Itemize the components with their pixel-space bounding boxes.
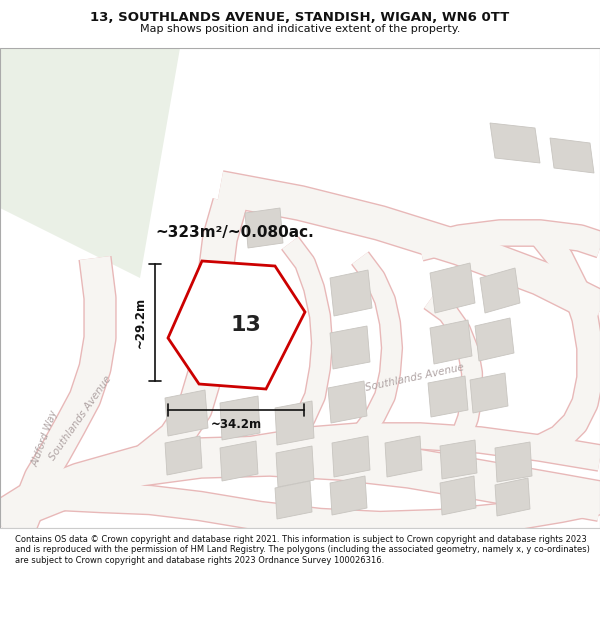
Text: 13, SOUTHLANDS AVENUE, STANDISH, WIGAN, WN6 0TT: 13, SOUTHLANDS AVENUE, STANDISH, WIGAN, …	[91, 11, 509, 24]
Polygon shape	[475, 318, 514, 361]
Polygon shape	[275, 401, 314, 445]
Polygon shape	[330, 326, 370, 369]
Polygon shape	[220, 441, 258, 481]
Text: Map shows position and indicative extent of the property.: Map shows position and indicative extent…	[140, 24, 460, 34]
Text: ~34.2m: ~34.2m	[211, 418, 262, 431]
Polygon shape	[495, 442, 532, 482]
Text: Contains OS data © Crown copyright and database right 2021. This information is : Contains OS data © Crown copyright and d…	[15, 535, 590, 564]
Polygon shape	[550, 138, 594, 173]
Polygon shape	[330, 476, 367, 515]
Polygon shape	[385, 436, 422, 477]
Text: Southlands Avenue: Southlands Avenue	[365, 362, 466, 393]
Polygon shape	[168, 261, 305, 389]
Polygon shape	[220, 396, 260, 440]
Polygon shape	[328, 381, 367, 423]
Polygon shape	[430, 320, 472, 364]
Text: Aldford Way: Aldford Way	[30, 409, 60, 468]
Polygon shape	[470, 373, 508, 413]
Polygon shape	[275, 481, 312, 519]
Polygon shape	[245, 208, 283, 248]
Polygon shape	[480, 268, 520, 313]
Polygon shape	[428, 376, 468, 417]
Polygon shape	[440, 440, 477, 479]
Polygon shape	[332, 436, 370, 477]
Polygon shape	[276, 446, 314, 487]
Polygon shape	[495, 478, 530, 516]
Text: Southlands Avenue: Southlands Avenue	[47, 374, 113, 462]
Polygon shape	[490, 123, 540, 163]
Polygon shape	[0, 48, 180, 278]
Polygon shape	[165, 390, 208, 436]
Text: ~29.2m: ~29.2m	[134, 297, 147, 348]
Text: 13: 13	[230, 315, 261, 335]
Polygon shape	[430, 263, 475, 313]
Polygon shape	[165, 436, 202, 475]
Text: ~323m²/~0.080ac.: ~323m²/~0.080ac.	[155, 226, 314, 241]
Polygon shape	[440, 476, 476, 515]
Polygon shape	[330, 270, 372, 316]
